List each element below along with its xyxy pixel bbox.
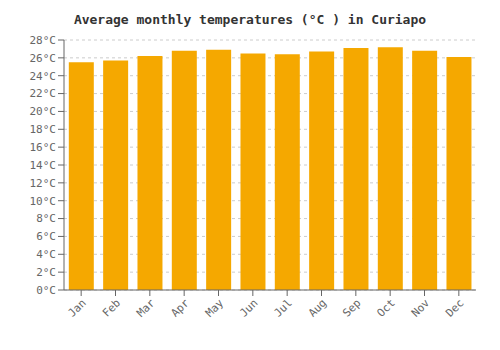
svg-text:10°C: 10°C [30, 195, 57, 208]
svg-text:12°C: 12°C [30, 177, 57, 190]
svg-text:18°C: 18°C [30, 123, 57, 136]
svg-text:Mar: Mar [134, 296, 158, 320]
svg-text:16°C: 16°C [30, 141, 57, 154]
svg-text:Sep: Sep [340, 296, 363, 319]
svg-text:24°C: 24°C [30, 70, 57, 83]
svg-text:Aug: Aug [306, 296, 329, 319]
svg-text:0°C: 0°C [36, 284, 56, 297]
svg-text:Apr: Apr [169, 296, 193, 320]
svg-text:28°C: 28°C [30, 34, 57, 47]
svg-text:26°C: 26°C [30, 52, 57, 65]
svg-text:14°C: 14°C [30, 159, 57, 172]
svg-text:6°C: 6°C [36, 230, 56, 243]
svg-text:4°C: 4°C [36, 248, 56, 261]
svg-text:Oct: Oct [375, 296, 398, 319]
svg-text:Jul: Jul [272, 296, 295, 319]
svg-text:Jun: Jun [237, 296, 260, 319]
svg-text:22°C: 22°C [30, 87, 57, 100]
svg-text:May: May [203, 296, 227, 320]
svg-text:20°C: 20°C [30, 105, 57, 118]
svg-text:Nov: Nov [409, 296, 433, 320]
svg-text:8°C: 8°C [36, 212, 56, 225]
svg-text:Feb: Feb [100, 296, 123, 319]
svg-text:Jan: Jan [66, 296, 89, 319]
svg-text:2°C: 2°C [36, 266, 56, 279]
html-text:Average monthly temperatures (: Average monthly temperatures (°C ) in Cu… [73, 12, 427, 27]
svg-text:Dec: Dec [443, 296, 466, 319]
